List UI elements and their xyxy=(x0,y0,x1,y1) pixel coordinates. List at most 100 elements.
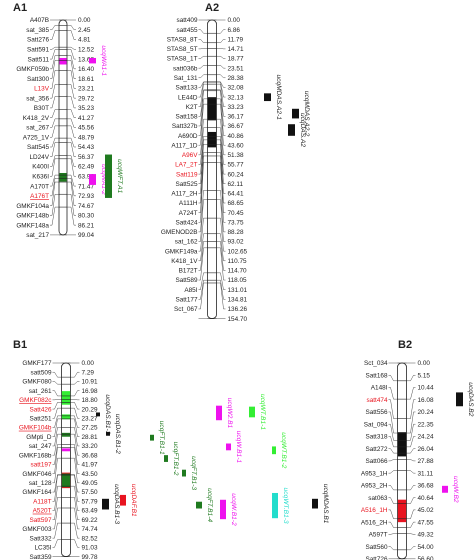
marker-row: sat_217 99.04 xyxy=(26,232,94,239)
marker-connector xyxy=(50,109,59,118)
marker-connector xyxy=(50,125,59,138)
marker-connector xyxy=(198,29,208,34)
marker-position: 2.45 xyxy=(78,27,91,34)
marker-connector xyxy=(52,474,62,493)
marker-connector xyxy=(52,485,62,511)
qtl-ucqwt-b1-2: ucqWT.B1-2 xyxy=(272,432,287,469)
marker-connector xyxy=(67,118,76,128)
marker-connector xyxy=(50,206,59,226)
qtl-ucqft-b1-3: ucqFT.B1-3 xyxy=(182,456,197,490)
marker-connector xyxy=(216,272,226,290)
marker-position: 57.79 xyxy=(82,498,98,505)
marker-connector xyxy=(198,155,208,213)
marker-position: 71.47 xyxy=(78,183,94,190)
marker-position: 60.24 xyxy=(228,171,244,178)
qtl-label: ucqW2.B1 xyxy=(226,398,233,429)
marker-connector xyxy=(70,372,80,378)
marker-connector xyxy=(216,103,226,146)
linkage-group-title: A1 xyxy=(13,2,27,14)
marker-position: 49.05 xyxy=(82,480,98,487)
qtl-ucqwt-b1-3: ucqWT.B1-3 xyxy=(272,488,289,524)
marker-name: LE44D xyxy=(178,94,198,101)
marker-connector xyxy=(50,142,59,157)
marker-position: 28.81 xyxy=(82,434,98,441)
marker-connector xyxy=(67,194,76,216)
marker-name: A176T xyxy=(30,193,49,200)
marker-name: Sat_094 xyxy=(364,421,388,428)
marker-connector xyxy=(198,74,208,78)
marker-connector xyxy=(216,217,226,252)
qtl-label: ucqDAS.B1-3 xyxy=(113,484,120,524)
marker-position: 99.04 xyxy=(78,232,94,239)
marker-position: 93.02 xyxy=(228,239,244,246)
marker-row: A176T 72.93 xyxy=(30,177,94,200)
marker-row: STAS8_8T 11.79 xyxy=(167,36,244,43)
marker-row: Satt525 62.11 xyxy=(175,139,243,188)
marker-position: 86.21 xyxy=(78,222,94,229)
marker-name: satt409 xyxy=(177,17,198,24)
marker-connector xyxy=(67,125,76,138)
marker-position: 7.29 xyxy=(82,369,95,376)
marker-name: Satt597 xyxy=(29,517,51,524)
marker-position: 64.41 xyxy=(228,191,244,198)
marker-row: B172T 114.70 xyxy=(179,241,247,275)
marker-row: Satt560 54.00 xyxy=(365,544,433,551)
marker-connector xyxy=(406,533,416,535)
marker-position: 102.65 xyxy=(228,248,248,255)
marker-connector xyxy=(198,144,208,194)
marker-connector xyxy=(67,49,76,60)
marker-position: 29.72 xyxy=(78,95,94,102)
marker-position: 55.77 xyxy=(228,162,244,169)
qtl-bar xyxy=(196,501,202,509)
marker-row: Sat_094 22.35 xyxy=(364,421,434,441)
marker-connector xyxy=(198,217,208,252)
marker-name: GMENOD2B xyxy=(161,229,198,236)
marker-connector xyxy=(52,447,62,474)
marker-name: LC35I xyxy=(34,545,51,552)
qtl-label: ucqWA1-1 xyxy=(100,45,107,76)
marker-row: Satt168 5.15 xyxy=(365,372,430,382)
marker-connector xyxy=(216,162,226,223)
marker-name: A724T xyxy=(179,210,198,217)
qtl-ucqw2-b1: ucqW2.B1 xyxy=(216,398,233,429)
qtl-ucqmdas-a2-1: ucqMDAS.A2-1 xyxy=(264,74,282,120)
marker-position: 36.17 xyxy=(228,114,244,121)
marker-connector xyxy=(198,48,208,50)
marker-position: 28.38 xyxy=(228,75,244,82)
marker-row: GMKF059b 16.40 xyxy=(16,55,94,73)
marker-connector xyxy=(198,103,208,146)
marker-connector xyxy=(67,55,76,70)
marker-row: LD24V 56.37 xyxy=(29,142,94,161)
marker-name: STAS8_1T xyxy=(167,56,198,63)
marker-position: 18.80 xyxy=(82,397,98,404)
marker-name: GMKF148a xyxy=(16,222,49,229)
marker-connector xyxy=(198,233,208,261)
qtl-bar xyxy=(106,431,110,436)
qtl-bar xyxy=(292,108,299,119)
marker-connector xyxy=(67,60,76,79)
marker-connector xyxy=(198,127,208,165)
chromosome-band xyxy=(59,172,67,182)
linkage-group-title: A2 xyxy=(205,2,219,14)
marker-connector xyxy=(216,279,226,300)
qtl-ucqw-b1-1: ucqW.B1-1 xyxy=(226,431,242,463)
qtl-ucqw-b2: ucqW.B2 xyxy=(442,476,459,503)
marker-connector xyxy=(388,470,398,474)
marker-connector xyxy=(216,56,226,59)
marker-connector xyxy=(216,155,226,213)
marker-connector xyxy=(216,83,226,107)
marker-position: 27.25 xyxy=(82,425,98,432)
chromosome-band xyxy=(59,57,67,65)
marker-connector xyxy=(388,485,398,491)
marker-row: GMpti_D 28.81 xyxy=(26,418,98,441)
marker-position: 12.52 xyxy=(78,47,94,54)
marker-connector xyxy=(52,415,62,428)
qtl-bar xyxy=(264,93,271,102)
marker-row: Satt426 20.29 xyxy=(29,402,98,413)
marker-connector xyxy=(198,162,208,223)
chromosome-body xyxy=(207,19,217,319)
linkage-group-b2: B2 Sct_034 0.00 Satt168 5.15 A148I 10.44 satt47… xyxy=(361,339,474,560)
qtl-label: ucqFT.B1-2 xyxy=(172,442,179,476)
qtl-bar xyxy=(220,499,226,520)
marker-row: A724T 70.45 xyxy=(179,155,244,217)
